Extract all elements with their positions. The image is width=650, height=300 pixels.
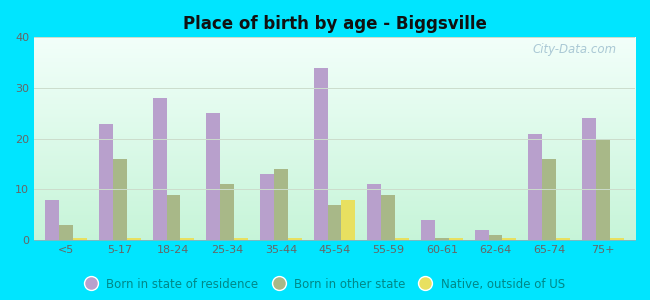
Bar <box>489 235 502 240</box>
Bar <box>59 225 73 240</box>
Bar <box>73 238 87 240</box>
Bar <box>502 238 516 240</box>
Title: Place of birth by age - Biggsville: Place of birth by age - Biggsville <box>183 15 486 33</box>
Bar <box>582 118 596 240</box>
Bar <box>395 238 409 240</box>
Bar <box>166 194 181 240</box>
Bar <box>46 200 59 240</box>
Bar <box>181 238 194 240</box>
Bar <box>234 238 248 240</box>
Bar <box>435 238 448 240</box>
Bar <box>127 238 141 240</box>
Legend: Born in state of residence, Born in other state, Native, outside of US: Born in state of residence, Born in othe… <box>82 274 568 294</box>
Bar <box>288 238 302 240</box>
Bar <box>596 139 610 240</box>
Bar <box>113 159 127 240</box>
Bar <box>206 113 220 240</box>
Bar <box>381 194 395 240</box>
Bar <box>220 184 234 240</box>
Text: City-Data.com: City-Data.com <box>533 44 617 56</box>
Bar <box>99 124 113 240</box>
Bar <box>474 230 489 240</box>
Bar <box>528 134 542 240</box>
Bar <box>313 68 328 240</box>
Bar <box>274 169 288 240</box>
Bar <box>328 205 341 240</box>
Bar <box>421 220 435 240</box>
Bar <box>556 238 570 240</box>
Bar <box>610 238 624 240</box>
Bar <box>341 200 356 240</box>
Bar <box>542 159 556 240</box>
Bar <box>448 238 463 240</box>
Bar <box>260 174 274 240</box>
Bar <box>153 98 166 240</box>
Bar <box>367 184 381 240</box>
